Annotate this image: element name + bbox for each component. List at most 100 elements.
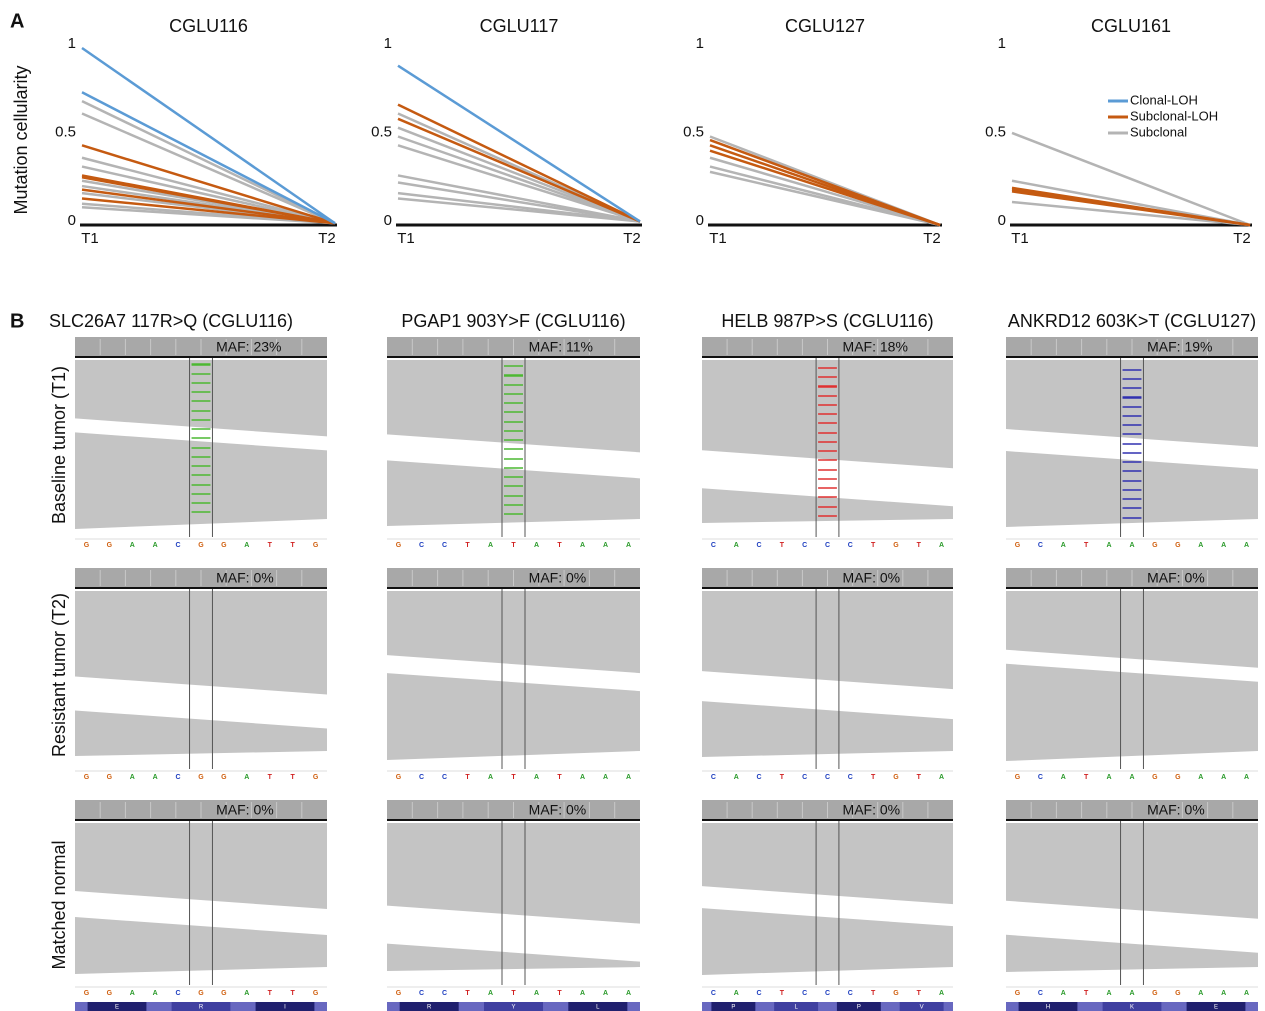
base: A (1107, 542, 1112, 549)
x-tick-label: T2 (1233, 230, 1251, 247)
maf-label: MAF: 23% (216, 339, 281, 355)
base: A (1221, 990, 1226, 997)
row-label: Resistant tumor (T2) (49, 593, 69, 757)
base: C (442, 542, 447, 549)
base: G (107, 542, 113, 549)
maf-label: MAF: 0% (843, 570, 901, 586)
base: T (917, 542, 922, 549)
base: A (1221, 542, 1226, 549)
maf-label: MAF: 18% (843, 339, 908, 355)
maf-label: MAF: 0% (843, 802, 901, 818)
x-tick-label: T2 (318, 230, 336, 247)
base: A (1061, 774, 1066, 781)
x-tick-label: T1 (397, 230, 415, 247)
base: G (893, 990, 899, 997)
base: G (1175, 774, 1181, 781)
series-line (1012, 133, 1250, 225)
base: C (176, 542, 181, 549)
y-tick-label: 0.5 (683, 123, 704, 140)
base: G (107, 990, 113, 997)
maf-label: MAF: 11% (529, 339, 593, 355)
base: G (396, 774, 402, 781)
base: G (1175, 542, 1181, 549)
chart-title: CGLU117 (480, 16, 559, 36)
maf-label: MAF: 0% (216, 802, 274, 818)
base: T (465, 774, 470, 781)
base: T (511, 542, 516, 549)
base: G (396, 542, 402, 549)
base: C (1038, 542, 1043, 549)
base: T (268, 542, 273, 549)
reads (387, 823, 640, 985)
base: A (130, 774, 135, 781)
y-tick-label: 1 (998, 35, 1006, 52)
base: G (198, 774, 204, 781)
base: A (1244, 542, 1249, 549)
base: C (825, 774, 830, 781)
base: T (465, 990, 470, 997)
base: G (313, 542, 319, 549)
amino-acid: Y (511, 1005, 515, 1011)
base: C (419, 542, 424, 549)
base: G (396, 990, 402, 997)
base: G (107, 774, 113, 781)
base: A (488, 990, 493, 997)
amino-acid: R (199, 1005, 204, 1011)
base: C (442, 774, 447, 781)
base: A (939, 542, 944, 549)
maf-label: MAF: 0% (1147, 802, 1205, 818)
base: A (1244, 990, 1249, 997)
panel-label: B (10, 310, 24, 332)
base: T (871, 990, 876, 997)
base: T (1084, 990, 1089, 997)
maf-label: MAF: 0% (529, 570, 587, 586)
base: A (1198, 542, 1203, 549)
base: A (626, 990, 631, 997)
column-title: ANKRD12 603K>T (CGLU127) (1008, 311, 1256, 331)
legend-label: Subclonal (1130, 124, 1187, 139)
base: G (84, 774, 90, 781)
base: T (871, 774, 876, 781)
maf-label: MAF: 0% (216, 570, 274, 586)
base: A (626, 774, 631, 781)
base: A (153, 774, 158, 781)
base: G (1152, 990, 1158, 997)
base: G (198, 542, 204, 549)
base: T (290, 990, 295, 997)
y-tick-label: 1 (696, 35, 704, 52)
base: C (711, 774, 716, 781)
base: A (1107, 774, 1112, 781)
column-title: HELB 987P>S (CGLU116) (721, 311, 933, 331)
chart-title: CGLU116 (169, 16, 248, 36)
base: C (757, 774, 762, 781)
base: A (1221, 774, 1226, 781)
base: A (580, 990, 585, 997)
base: T (511, 774, 516, 781)
series-line (398, 105, 640, 222)
base: C (825, 990, 830, 997)
base: T (465, 542, 470, 549)
reads (1006, 591, 1258, 769)
base: A (534, 542, 539, 549)
base: A (1061, 542, 1066, 549)
base: C (802, 990, 807, 997)
base: G (221, 542, 227, 549)
base: T (290, 774, 295, 781)
base: T (268, 774, 273, 781)
base: C (419, 774, 424, 781)
figure: A Mutation cellularity B Baseline tumor … (0, 0, 1265, 1011)
base: A (626, 542, 631, 549)
amino-acid: K (1130, 1005, 1134, 1011)
base: C (711, 542, 716, 549)
y-tick-label: 0.5 (371, 123, 392, 140)
base: C (757, 990, 762, 997)
base: A (244, 774, 249, 781)
base: C (711, 990, 716, 997)
base: A (603, 542, 608, 549)
amino-acid: E (115, 1005, 119, 1011)
base: A (244, 542, 249, 549)
y-axis-title: Mutation cellularity (11, 65, 31, 214)
maf-label: MAF: 19% (1147, 339, 1212, 355)
y-tick-label: 0 (998, 212, 1006, 229)
base: G (313, 990, 319, 997)
